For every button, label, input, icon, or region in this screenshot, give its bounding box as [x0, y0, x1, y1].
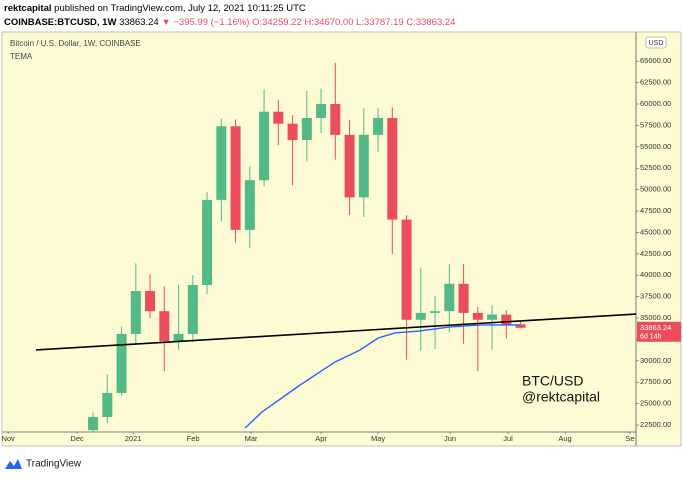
candle-body [130, 290, 141, 334]
candle-body [259, 111, 270, 181]
y-tick-label: 35000.00 [640, 313, 671, 322]
candle-body [358, 134, 369, 198]
x-tick-label: Mar [245, 434, 258, 443]
candle-body [501, 314, 512, 325]
symbol: COINBASE:BTCUSD, 1W [4, 17, 116, 28]
change: ▼ −395.99 (−1.16%) [161, 17, 249, 28]
y-tick-label: 55000.00 [640, 142, 671, 151]
indicator-label: TEMA [10, 52, 33, 61]
candle-body [145, 290, 156, 312]
price-axis-background [636, 32, 681, 446]
candle-body [430, 311, 441, 313]
y-tick-label: 40000.00 [640, 270, 671, 279]
plot [36, 62, 636, 432]
y-tick-label: 45000.00 [640, 227, 671, 236]
candle-body [116, 333, 127, 393]
candle-body [244, 180, 255, 230]
x-tick-label: Dec [70, 434, 84, 443]
brand-name: TradingView [26, 459, 82, 470]
published: published on TradingView.com, July 12, 2… [54, 3, 306, 14]
candle-body [344, 134, 355, 198]
candle-body [202, 199, 213, 285]
y-tick-label: 65000.00 [640, 56, 671, 65]
x-tick-label: Se [625, 434, 634, 443]
x-tick-label: Feb [187, 434, 200, 443]
x-tick-label: 2021 [125, 434, 142, 443]
header-line: rektcapital published on TradingView.com… [4, 3, 306, 14]
last-price-label: 33863.24 [640, 323, 671, 332]
ohlc: O:34259.22 H:34670.00 L:33787.19 C:33863… [252, 17, 455, 28]
y-tick-label: 27500.00 [640, 377, 671, 386]
tema-line [244, 324, 521, 429]
candle-body [316, 104, 327, 119]
candle-body [387, 118, 398, 220]
candle-body [88, 417, 99, 431]
y-tick-label: 47500.00 [640, 206, 671, 215]
y-tick-label: 57500.00 [640, 120, 671, 129]
x-tick-label: Jul [503, 434, 513, 443]
candle-body [444, 283, 455, 312]
x-tick-label: Aug [558, 434, 571, 443]
price: 33863.24 [119, 17, 159, 28]
candle-body [415, 312, 426, 320]
candle-body [487, 314, 498, 320]
y-tick-label: 62500.00 [640, 78, 671, 87]
brand-logo: TradingView [5, 459, 82, 470]
y-tick-label: 42500.00 [640, 249, 671, 258]
candle-body [102, 392, 113, 418]
y-tick-label: 37500.00 [640, 292, 671, 301]
countdown-label: 6d 14h [640, 334, 662, 341]
x-tick-label: Apr [315, 434, 327, 443]
candle-body [458, 283, 469, 313]
candle-body [401, 219, 412, 320]
candle-body [515, 324, 526, 328]
candle-body [273, 111, 284, 124]
candle-body [159, 311, 170, 342]
y-tick-label: 25000.00 [640, 399, 671, 408]
frame [1, 31, 682, 447]
y-tick-label: 22500.00 [640, 420, 671, 429]
currency-badge [645, 36, 667, 49]
x-tick-label: Nov [1, 434, 15, 443]
x-tick-label: May [371, 434, 385, 443]
last-price-box [637, 321, 681, 342]
candle-body [472, 312, 483, 320]
annotation: BTC/USD [522, 373, 583, 389]
y-tick-label: 50000.00 [640, 185, 671, 194]
trendline [36, 313, 636, 351]
time-axis-background [2, 432, 636, 446]
author: rektcapital [4, 3, 52, 14]
candle-body [187, 284, 198, 334]
plot-background [2, 32, 636, 432]
candle-body [216, 126, 227, 200]
candle-body [330, 104, 341, 135]
currency-label: USD [649, 40, 664, 47]
candle-body [287, 123, 298, 140]
x-tick-label: Jun [444, 434, 456, 443]
logo-icon [5, 459, 22, 469]
chart-title: Bitcoin / U.S. Dollar, 1W, COINBASE [10, 39, 141, 48]
y-tick-label: 30000.00 [640, 356, 671, 365]
header-quote: COINBASE:BTCUSD, 1W 33863.24 ▼ −395.99 (… [4, 17, 455, 28]
annotation: @rektcapital [522, 389, 600, 405]
y-tick-label: 52500.00 [640, 163, 671, 172]
candle-body [173, 333, 184, 342]
y-tick-label: 60000.00 [640, 99, 671, 108]
candle-body [301, 118, 312, 140]
candle-body [373, 118, 384, 135]
candle-body [230, 126, 241, 230]
